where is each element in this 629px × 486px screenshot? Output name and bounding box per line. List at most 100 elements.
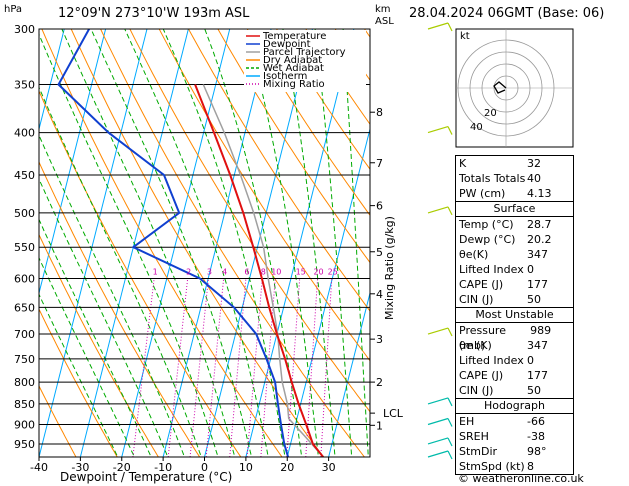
hodo-label: EH <box>459 415 475 428</box>
mixing-ratio-label: 25 <box>328 268 338 277</box>
isotherm-line <box>121 29 231 457</box>
pressure-tick-label: 650 <box>14 301 35 314</box>
legend-label: Wet Adiabat <box>263 63 324 74</box>
hodograph-ring-label: 40 <box>470 122 483 133</box>
wind-barb-staff <box>427 125 449 134</box>
mixing-ratio-line <box>320 278 333 457</box>
hodo-label: StmSpd (kt) <box>459 460 525 473</box>
unstable-row: CIN (J) 50 <box>456 383 573 398</box>
indices-top-section: K 32 Totals Totals 40 PW (cm) 4.13 <box>456 156 573 202</box>
km-tick-label: 1 <box>376 419 383 432</box>
surface-label: θe(K) <box>459 248 489 261</box>
chart-grid <box>39 29 629 459</box>
hodograph-trace <box>493 81 507 94</box>
surface-label: CIN (J) <box>459 293 494 306</box>
mixing-ratio-label: 8 <box>261 268 266 277</box>
surface-value: 0 <box>527 263 534 276</box>
isotherm-line <box>39 29 107 296</box>
mixing-ratio-label: 2 <box>186 268 191 277</box>
hodo-value: 8 <box>527 460 534 473</box>
surface-row: CIN (J) 50 <box>456 292 573 307</box>
isotherm-line <box>286 127 370 457</box>
x-tick-label: -20 <box>113 461 131 474</box>
unstable-label: Lifted Index <box>459 354 524 367</box>
km-tick-label: 7 <box>376 157 383 170</box>
isotherm-line <box>204 29 313 457</box>
km-tick-label: 8 <box>376 106 383 119</box>
unstable-value: 50 <box>527 384 541 397</box>
wet-adiabat-line <box>162 29 286 457</box>
surface-label: CAPE (J) <box>459 278 504 291</box>
mixing-ratio-line <box>132 278 155 457</box>
datetime-title: 28.04.2024 06GMT (Base: 06) <box>409 6 605 21</box>
legend-label: Isotherm <box>263 71 307 82</box>
wind-barb-flag <box>447 397 453 407</box>
surface-label: Temp (°C) <box>459 218 514 231</box>
wind-barbs <box>427 22 453 460</box>
isotherm-line <box>245 29 355 457</box>
mixing-ratio-label: 3 <box>207 268 212 277</box>
dry-adiabat-line <box>158 29 370 362</box>
mixing-ratio-label: 1 <box>153 268 158 277</box>
index-label: Totals Totals <box>459 172 526 185</box>
unstable-value: 347 <box>527 339 548 352</box>
pressure-tick-label: 950 <box>14 438 35 451</box>
index-row: PW (cm) 4.13 <box>456 186 573 201</box>
dry-adiabat-line <box>41 29 283 457</box>
dry-adiabat-line <box>570 29 629 459</box>
hodograph-section: Hodograph EH -66 SREH -38 StmDir 98° StmSpd (k… <box>456 399 573 474</box>
unstable-label: θe (K) <box>459 339 492 352</box>
hodo-row: SREH -38 <box>456 429 573 444</box>
index-value: 4.13 <box>527 187 552 200</box>
indices-table: K 32 Totals Totals 40 PW (cm) 4.13 Surface Te… <box>455 155 574 475</box>
surface-value: 347 <box>527 248 548 261</box>
mixing-ratio-line <box>189 278 209 457</box>
unstable-row: CAPE (J) 177 <box>456 368 573 383</box>
unstable-value: 0 <box>527 354 534 367</box>
dewpoint-line <box>57 29 290 457</box>
index-label: K <box>459 157 467 170</box>
credit-text: © weatheronline.co.uk <box>458 472 584 485</box>
chart-axes: 1 2 3 4 6 8 10 15 20 2530035040045050055060065070… <box>14 23 404 474</box>
mixing-ratio-label: 20 <box>313 268 323 277</box>
dry-adiabat-line <box>217 29 370 264</box>
parcel-trajectory-line <box>202 84 324 457</box>
index-value: 32 <box>527 157 541 170</box>
hodo-value: -38 <box>527 430 545 443</box>
km-tick-label: LCL <box>383 407 404 420</box>
hodograph-unit-label: kt <box>460 31 470 42</box>
hodo-label: StmDir <box>459 445 498 458</box>
km-tick-label: 3 <box>376 333 383 346</box>
unstable-label: CAPE (J) <box>459 369 504 382</box>
wind-barb-staff <box>427 327 449 335</box>
unstable-label: Pressure (mb) <box>459 324 506 352</box>
km-label: km <box>375 4 391 15</box>
unstable-row: θe (K) 347 <box>456 338 573 353</box>
surface-value: 20.2 <box>527 233 552 246</box>
surface-label: Lifted Index <box>459 263 524 276</box>
wind-barb-staff <box>427 22 449 30</box>
legend-label: Mixing Ratio <box>263 79 325 90</box>
mixing-ratio-label: 6 <box>244 268 249 277</box>
x-tick-label: -40 <box>30 461 48 474</box>
pressure-tick-label: 600 <box>14 273 35 286</box>
index-row: K 32 <box>456 156 573 171</box>
index-value: 40 <box>527 172 541 185</box>
x-axis-label: Dewpoint / Temperature (°C) <box>60 470 233 484</box>
dry-adiabat-line <box>599 29 629 459</box>
index-label: PW (cm) <box>459 187 506 200</box>
x-tick-label: 20 <box>280 461 294 474</box>
asl-label: ASL <box>375 16 394 27</box>
unstable-value: 177 <box>527 369 548 382</box>
legend-label: Dewpoint <box>263 39 311 50</box>
hodograph-title: Hodograph <box>456 399 573 414</box>
hodograph-ring-label: 20 <box>484 108 497 119</box>
dry-adiabat-line <box>276 29 370 170</box>
mixing-ratio-label: 15 <box>296 268 306 277</box>
dry-adiabat-line <box>188 29 370 312</box>
mixing-ratio-line <box>167 278 189 457</box>
pressure-tick-label: 700 <box>14 328 35 341</box>
